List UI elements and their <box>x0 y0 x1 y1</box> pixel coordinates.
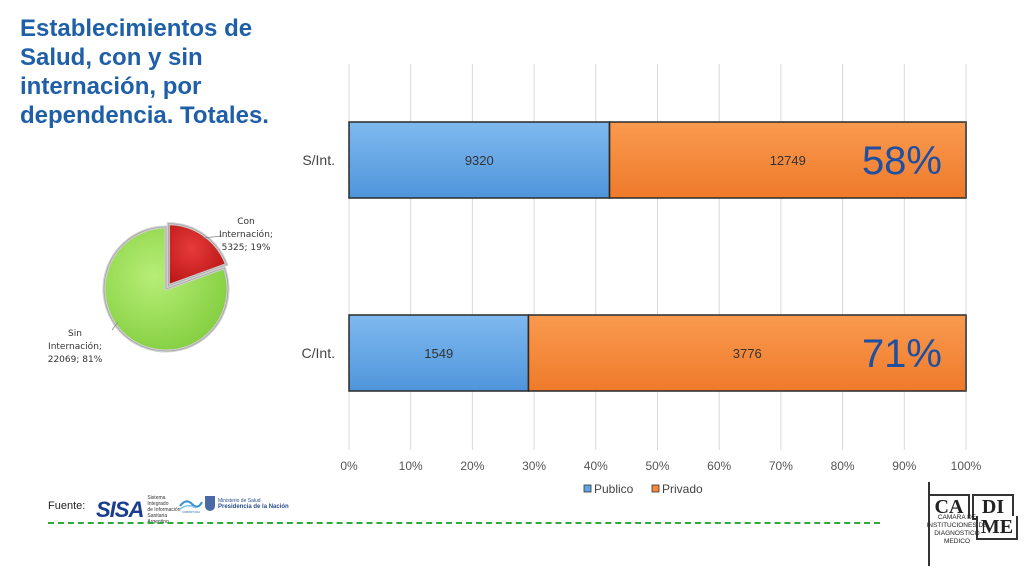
pie-label-line: Internación; <box>219 230 273 240</box>
sisa-wordmark: SISA <box>96 497 144 522</box>
pie-label-con: Con Internación; 5325; 19% <box>215 216 277 255</box>
bar-value-label: 1549 <box>424 346 453 361</box>
ministerio-line: Presidencia de la Nación <box>218 503 289 510</box>
x-tick-label: 10% <box>399 459 423 473</box>
x-tick-label: 20% <box>460 459 484 473</box>
legend-label: Privado <box>662 482 703 496</box>
legend-swatch <box>583 484 592 493</box>
cadime-text: CAMARA DE INSTITUCIONES DE DIAGNOSTICO M… <box>922 514 992 546</box>
x-tick-label: 50% <box>645 459 669 473</box>
cadime-rule <box>928 482 930 566</box>
pie-label-sin: Sin Internación; 22069; 81% <box>40 328 110 367</box>
title-line: Salud, con y sin <box>20 44 203 71</box>
ministerio-line: Ministerio de Salud <box>218 497 261 504</box>
cadime-line: MEDICO <box>944 538 970 545</box>
bar-annotation: 58% <box>862 139 942 183</box>
title-line: dependencia. Totales. <box>20 102 269 129</box>
category-label: S/Int. <box>302 152 335 168</box>
x-tick-label: 90% <box>892 459 916 473</box>
title-line: internación, por <box>20 73 202 100</box>
chart-title: Establecimientos de Salud, con y sin int… <box>20 14 310 130</box>
x-tick-label: 40% <box>584 459 608 473</box>
sisa-sub-line: de Información <box>147 507 181 513</box>
legend-swatch <box>651 484 660 493</box>
sisa-sub-line: Sistema Integrado <box>147 495 169 507</box>
x-tick-label: 0% <box>340 459 358 473</box>
bar-annotation: 71% <box>862 332 942 376</box>
bar-series: 9320 12749 58% 1549 3776 71% <box>348 121 967 392</box>
pie-label-line: 22069; 81% <box>47 355 103 365</box>
cadime-line: INSTITUCIONES DE <box>926 522 988 529</box>
footer-divider <box>48 522 880 524</box>
pie-label-line: Sin <box>68 329 82 339</box>
bar-value-label: 12749 <box>770 153 806 168</box>
pie-leader-line <box>202 235 223 239</box>
bar-value-label: 3776 <box>733 346 762 361</box>
shield-icon <box>205 496 215 511</box>
legend-label: Publico <box>594 482 634 496</box>
cadime-logo: CA DI ME CAMARA DE INSTITUCIONES DE DIAG… <box>920 472 1018 572</box>
legend: Publico Privado <box>583 482 703 496</box>
bar-publico <box>348 314 530 392</box>
cadime-me: ME <box>976 516 1018 540</box>
pie-chart <box>102 222 230 353</box>
sisa-logo: SISA Sistema Integrado de Información Sa… <box>96 495 187 525</box>
x-tick-label: 70% <box>769 459 793 473</box>
x-tick-label: 80% <box>831 459 855 473</box>
pie-leader-line <box>111 321 119 331</box>
pie-slice-outline <box>167 223 227 287</box>
category-label: C/Int. <box>302 345 335 361</box>
cadime-line: DIAGNOSTICO <box>934 530 980 537</box>
ministerio-text: Ministerio de Salud Presidencia de la Na… <box>218 498 289 510</box>
pie-label-line: Con <box>237 217 255 227</box>
pie-slice-outline <box>103 226 229 352</box>
bar-publico <box>348 121 611 199</box>
cadime-line: CAMARA DE <box>937 514 977 521</box>
x-tick-label: 60% <box>707 459 731 473</box>
pie-label-line: Internación; <box>48 342 102 352</box>
source-label: Fuente: <box>48 500 86 512</box>
bar-value-label: 9320 <box>465 153 494 168</box>
x-axis-ticks: 0% 10% 20% 30% 40% 50% 60% 70% 80% 90% 100% <box>340 459 981 473</box>
cobertura-logo: COBERTURA <box>179 500 203 514</box>
x-tick-label: 30% <box>522 459 546 473</box>
cobertura-text: COBERTURA <box>182 510 201 514</box>
ministerio-logo: Ministerio de Salud Presidencia de la Na… <box>205 496 289 511</box>
y-axis-categories: S/Int. C/Int. <box>302 152 335 361</box>
x-tick-label: 100% <box>951 459 982 473</box>
pie-label-line: 5325; 19% <box>221 243 271 253</box>
title-line: Establecimientos de <box>20 15 253 42</box>
